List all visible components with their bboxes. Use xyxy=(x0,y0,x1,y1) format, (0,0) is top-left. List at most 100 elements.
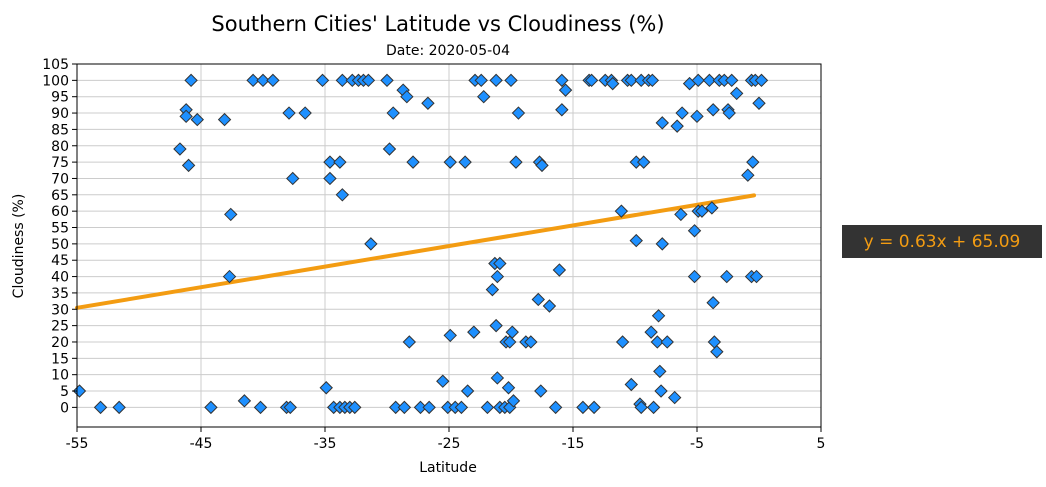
data-point xyxy=(624,73,638,88)
data-point xyxy=(181,158,196,173)
y-tick-label: 20 xyxy=(51,335,69,351)
data-point xyxy=(720,269,734,284)
y-tick-label: 35 xyxy=(51,286,69,302)
data-point xyxy=(422,400,436,415)
data-point xyxy=(509,155,523,169)
data-point xyxy=(335,73,350,88)
data-point xyxy=(72,384,87,398)
data-point xyxy=(112,400,126,415)
data-point xyxy=(266,73,280,88)
data-point xyxy=(634,400,648,415)
data-point xyxy=(695,204,709,218)
data-point xyxy=(722,106,736,120)
y-tick-label: 90 xyxy=(51,106,69,122)
data-point xyxy=(319,381,333,395)
data-point xyxy=(706,103,720,117)
data-point xyxy=(489,318,503,333)
y-tick-label: 85 xyxy=(51,122,69,138)
x-tick-label: -45 xyxy=(190,436,213,452)
y-axis-label: Cloudiness (%) xyxy=(11,194,27,299)
data-point xyxy=(480,400,495,415)
data-point xyxy=(323,171,337,186)
data-point xyxy=(348,400,362,415)
data-point xyxy=(256,73,270,88)
y-tick-label: 0 xyxy=(60,400,69,416)
data-point xyxy=(558,83,573,97)
data-point xyxy=(506,394,521,408)
data-point xyxy=(503,335,517,349)
data-point xyxy=(629,233,643,248)
data-point xyxy=(443,328,457,343)
data-point xyxy=(746,155,760,169)
y-tick-label: 15 xyxy=(51,351,69,367)
data-point xyxy=(655,116,669,130)
data-point xyxy=(605,76,620,91)
data-point xyxy=(690,109,704,124)
data-point xyxy=(555,73,569,88)
x-axis-label: Latitude xyxy=(419,460,477,476)
regression-equation-background xyxy=(842,225,1042,258)
data-point xyxy=(467,325,481,339)
data-point xyxy=(386,106,400,120)
x-tick-label: 5 xyxy=(817,436,826,452)
y-tick-label: 70 xyxy=(51,171,69,187)
data-point xyxy=(397,400,412,415)
regression-equation-box: y = 0.63x + 65.09 xyxy=(842,225,1042,258)
data-point xyxy=(614,204,629,218)
data-point xyxy=(687,224,702,238)
data-point xyxy=(217,112,232,127)
y-tick-label: 40 xyxy=(51,270,69,286)
x-tick-label: -25 xyxy=(438,436,461,452)
y-tick-label: 10 xyxy=(51,368,69,384)
x-tick-label: -35 xyxy=(314,436,337,452)
data-point xyxy=(323,155,337,169)
x-tick-label: -55 xyxy=(66,436,89,452)
data-point xyxy=(443,155,457,169)
data-point xyxy=(474,73,488,88)
data-point xyxy=(655,237,669,251)
data-point xyxy=(725,73,739,88)
y-tick-label: 80 xyxy=(51,139,69,155)
data-point xyxy=(504,73,518,88)
data-point xyxy=(729,86,744,101)
data-point xyxy=(489,73,503,88)
data-point xyxy=(237,394,252,408)
x-tick-label: -15 xyxy=(562,436,585,452)
data-point xyxy=(298,106,312,120)
data-point xyxy=(511,106,526,120)
data-point xyxy=(584,73,599,88)
data-point xyxy=(687,269,702,284)
y-tick-label: 5 xyxy=(60,384,69,400)
data-point xyxy=(615,335,630,349)
data-point xyxy=(674,207,688,222)
data-point xyxy=(436,374,450,388)
y-tick-label: 100 xyxy=(42,73,69,89)
data-point xyxy=(650,335,665,349)
y-tick-label: 25 xyxy=(51,319,69,335)
data-point xyxy=(222,269,237,284)
data-point xyxy=(333,155,347,169)
data-point xyxy=(670,119,684,133)
data-point xyxy=(246,73,260,88)
data-point xyxy=(646,400,661,415)
data-point xyxy=(675,106,689,120)
data-point xyxy=(477,89,491,104)
data-point xyxy=(667,390,682,405)
data-point xyxy=(651,309,666,323)
y-tick-label: 95 xyxy=(51,90,69,106)
y-tick-label: 45 xyxy=(51,253,69,269)
data-point xyxy=(505,325,519,339)
data-point xyxy=(644,325,658,339)
data-point xyxy=(691,73,705,88)
data-point xyxy=(654,384,668,398)
data-point xyxy=(380,73,394,88)
data-point xyxy=(490,269,505,284)
data-point xyxy=(190,112,204,127)
regression-line-group xyxy=(75,193,757,310)
data-point xyxy=(485,282,500,297)
x-ticks: -55 -45 -35 -25 -15 -5 5 xyxy=(66,427,826,452)
data-point xyxy=(707,335,722,349)
data-point xyxy=(173,142,187,156)
data-point xyxy=(660,335,674,349)
